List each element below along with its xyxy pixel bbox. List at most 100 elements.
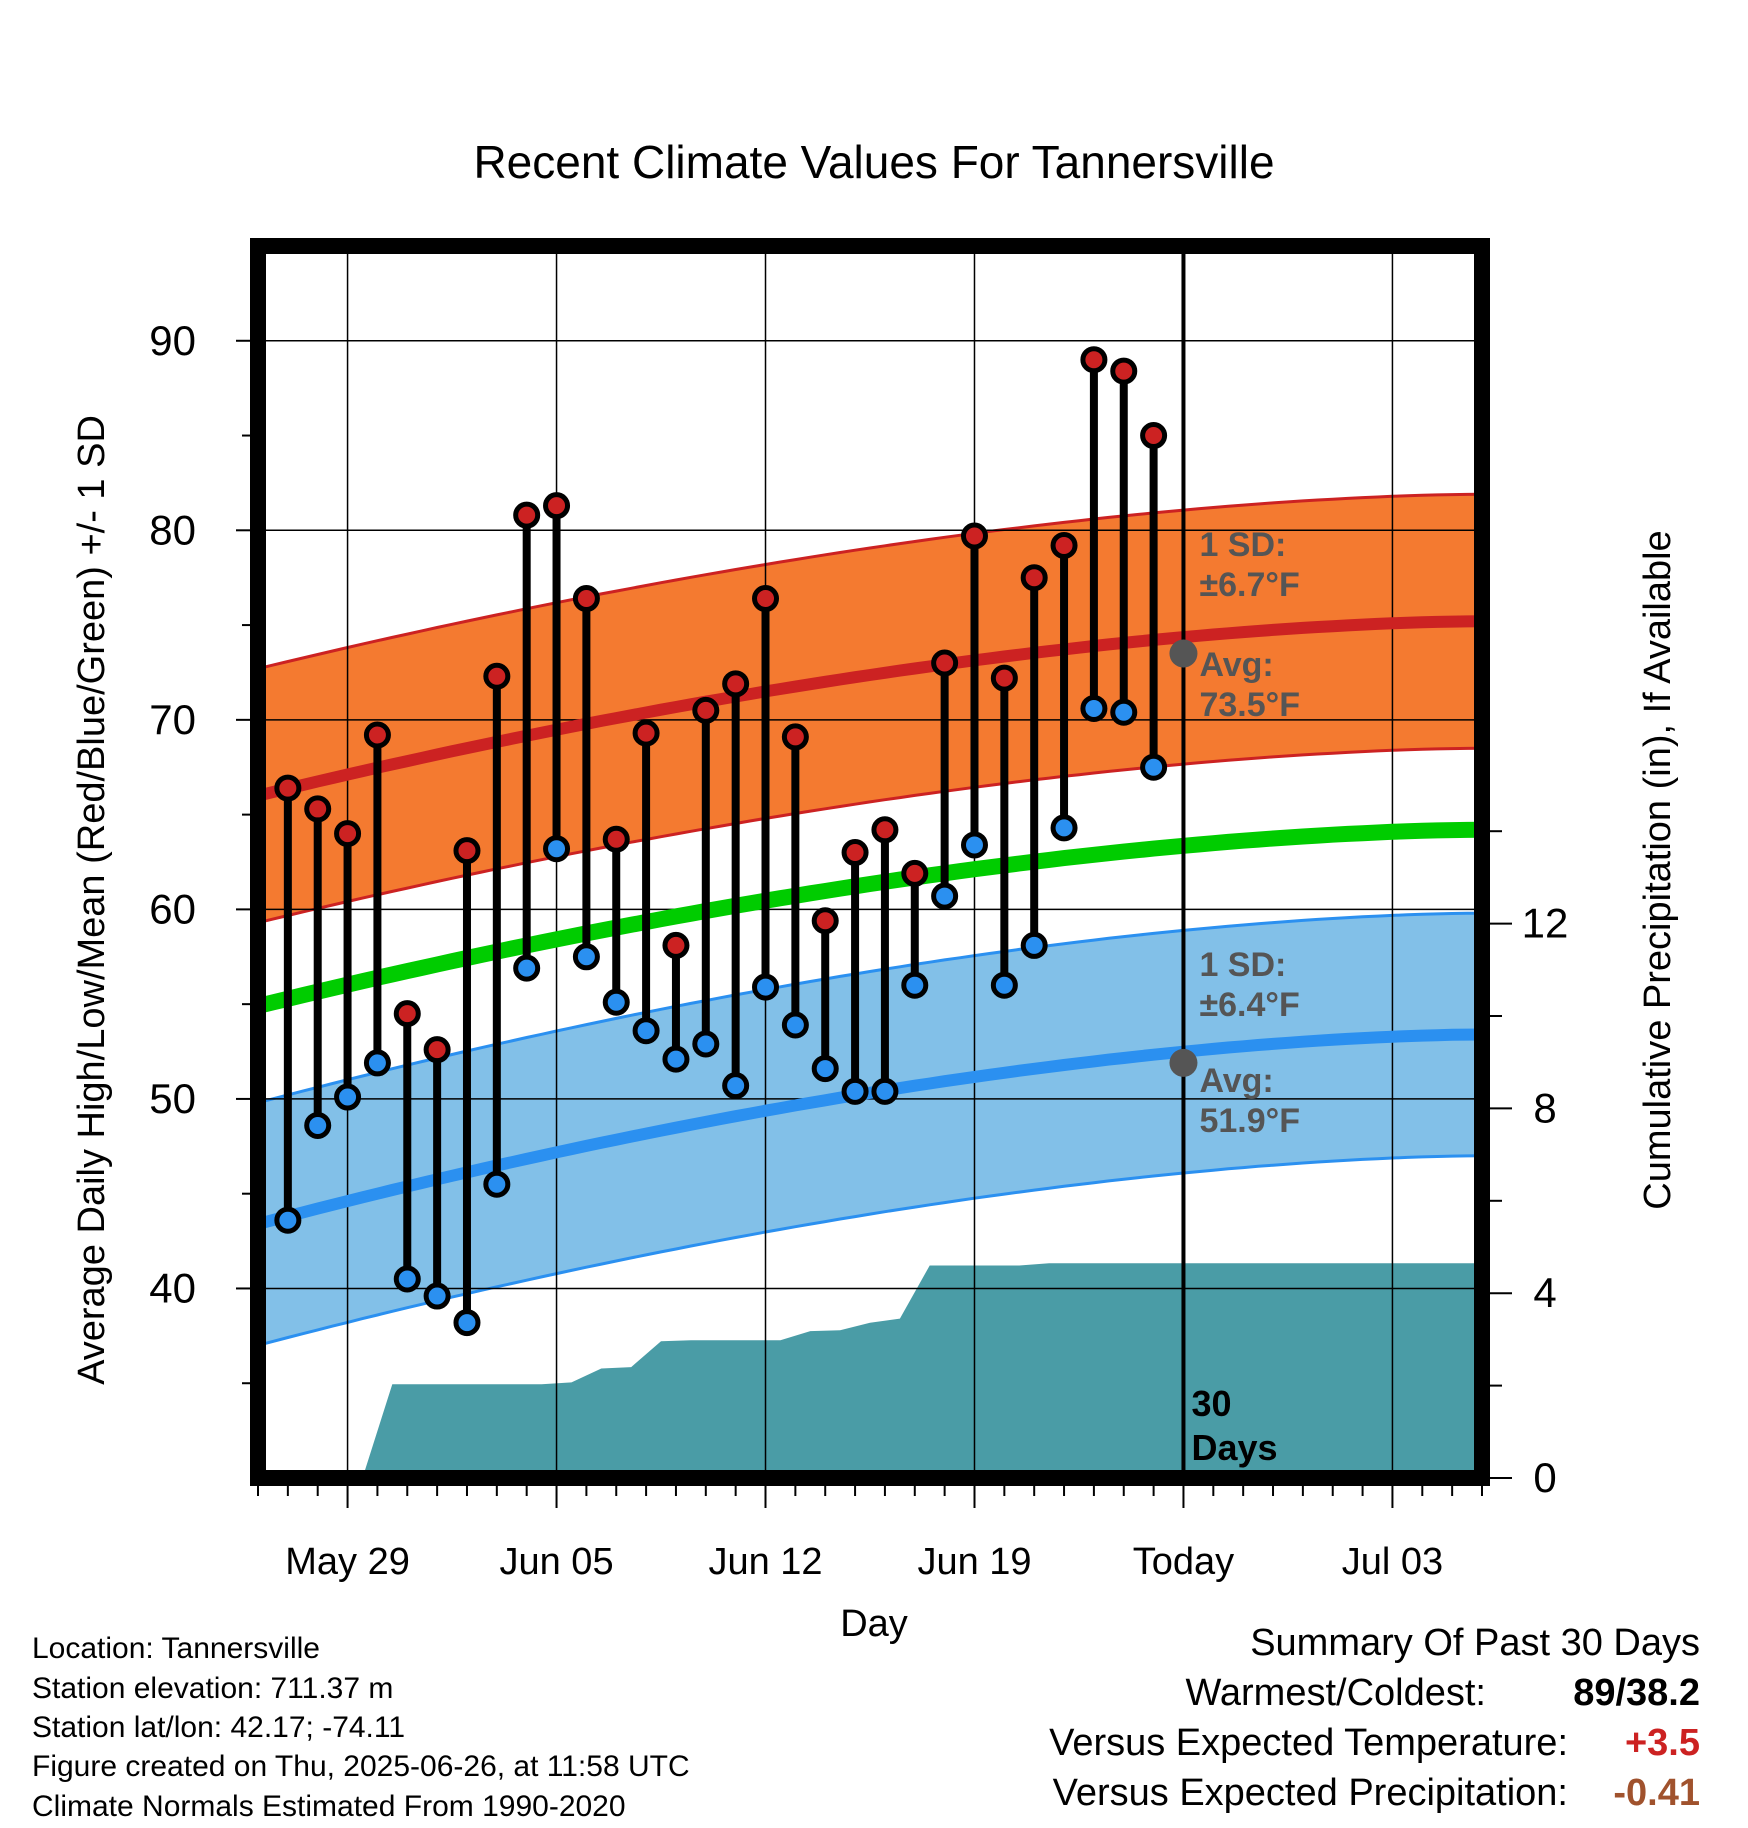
y-tick-label: 60	[149, 885, 196, 932]
daily-low-point	[483, 1170, 511, 1198]
today-high-normal-dot	[1169, 639, 1198, 668]
low-avg-label: Avg:	[1199, 1062, 1273, 1100]
x-tick-label: Today	[1133, 1541, 1234, 1583]
high-sd-label: 1 SD:	[1199, 526, 1286, 564]
daily-low-point	[1110, 698, 1138, 726]
y2-tick-label: 12	[1522, 900, 1569, 947]
daily-high-point	[781, 723, 809, 751]
daily-high-point	[752, 585, 780, 613]
x-tick-label: Jul 03	[1342, 1541, 1443, 1583]
y-axis-label: Average Daily High/Low/Mean (Red/Blue/Gr…	[71, 415, 113, 1385]
daily-low-point	[662, 1045, 690, 1073]
daily-high-point	[662, 931, 690, 959]
daily-high-point	[513, 501, 541, 529]
daily-low-point	[811, 1055, 839, 1083]
daily-high-point	[393, 1000, 421, 1028]
daily-low-point	[453, 1309, 481, 1337]
low-sd-value: ±6.4°F	[1199, 986, 1299, 1024]
precip-vs-expected-label: Versus Expected Precipitation:	[1052, 1772, 1568, 1814]
x-tick-label: May 29	[285, 1541, 410, 1583]
daily-high-point	[841, 839, 869, 867]
daily-high-point	[632, 719, 660, 747]
daily-low-point	[274, 1206, 302, 1234]
daily-high-point	[602, 825, 630, 853]
low-sd-lower-line	[257, 1154, 1483, 1347]
y2-axis-label: Cumulative Precipitation (in), If Availa…	[1637, 530, 1679, 1209]
daily-low-point	[334, 1083, 362, 1111]
normal-high-line	[256, 615, 1483, 802]
x-axis-label: Day	[840, 1603, 908, 1645]
daily-low-point	[722, 1072, 750, 1100]
low-sd-label: 1 SD:	[1199, 946, 1286, 984]
daily-high-point	[363, 721, 391, 749]
daily-high-point	[871, 816, 899, 844]
high-sd-upper-line	[257, 492, 1483, 671]
high-avg-label: Avg:	[1199, 646, 1273, 684]
days-word-label: Days	[1191, 1427, 1277, 1468]
daily-low-point	[1080, 694, 1108, 722]
chart-title: Recent Climate Values For Tannersville	[473, 136, 1274, 188]
daily-high-point	[1020, 564, 1048, 592]
daily-high-point	[1050, 531, 1078, 559]
elevation-text: Station elevation: 711.37 m	[32, 1672, 394, 1705]
y-tick-label: 80	[149, 506, 196, 553]
precipitation-area	[258, 1263, 1482, 1478]
location-text: Location: Tannersville	[32, 1632, 320, 1665]
daily-low-point	[304, 1111, 332, 1139]
plot-frame	[250, 238, 1490, 1486]
y-tick-label: 50	[149, 1075, 196, 1122]
daily-high-point	[901, 859, 929, 887]
warm-cold-value: 89/38.2	[1573, 1672, 1700, 1714]
daily-low-point	[871, 1077, 899, 1105]
daily-high-point	[931, 649, 959, 677]
y-tick-label: 40	[149, 1264, 196, 1311]
y-tick-label: 90	[149, 317, 196, 364]
low-sd-upper-line	[257, 911, 1483, 1105]
daily-low-point	[752, 973, 780, 1001]
daily-low-point	[931, 882, 959, 910]
daily-high-point	[423, 1036, 451, 1064]
precip-vs-expected-value: -0.41	[1613, 1772, 1700, 1814]
daily-high-point	[990, 664, 1018, 692]
days-count-label: 30	[1191, 1383, 1231, 1424]
daily-high-point	[811, 907, 839, 935]
y2-tick-label: 8	[1533, 1084, 1556, 1131]
daily-low-point	[960, 831, 988, 859]
daily-high-point	[1110, 357, 1138, 385]
daily-high-point	[334, 820, 362, 848]
created-text: Figure created on Thu, 2025-06-26, at 11…	[32, 1750, 690, 1783]
daily-low-point	[632, 1017, 660, 1045]
normals-text: Climate Normals Estimated From 1990-2020	[32, 1790, 626, 1823]
daily-low-point	[1140, 753, 1168, 781]
daily-low-point	[572, 943, 600, 971]
daily-low-point	[513, 954, 541, 982]
high-sd-value: ±6.7°F	[1199, 566, 1299, 604]
normal-low-line	[256, 1028, 1483, 1230]
latlon-text: Station lat/lon: 42.17; -74.11	[32, 1711, 406, 1744]
high-sd-lower-line	[257, 746, 1483, 925]
x-tick-label: Jun 12	[708, 1541, 822, 1583]
daily-high-point	[572, 585, 600, 613]
y-tick-label: 70	[149, 696, 196, 743]
x-tick-label: Jun 19	[917, 1541, 1031, 1583]
daily-high-point	[453, 837, 481, 865]
daily-low-point	[692, 1030, 720, 1058]
low-avg-value: 51.9°F	[1199, 1102, 1300, 1140]
daily-high-point	[1080, 346, 1108, 374]
daily-low-point	[901, 971, 929, 999]
temp-vs-expected-label: Versus Expected Temperature:	[1049, 1722, 1568, 1764]
daily-low-point	[543, 835, 571, 863]
daily-low-point	[1050, 814, 1078, 842]
temp-vs-expected-value: +3.5	[1624, 1722, 1700, 1764]
daily-high-point	[274, 774, 302, 802]
daily-low-point	[1020, 931, 1048, 959]
warm-cold-label: Warmest/Coldest:	[1185, 1672, 1486, 1714]
daily-high-point	[692, 696, 720, 724]
daily-low-point	[393, 1265, 421, 1293]
normal-mean-line	[256, 821, 1483, 1014]
x-tick-label: Jun 05	[499, 1541, 613, 1583]
daily-high-point	[543, 492, 571, 520]
summary-title: Summary Of Past 30 Days	[1250, 1622, 1700, 1664]
